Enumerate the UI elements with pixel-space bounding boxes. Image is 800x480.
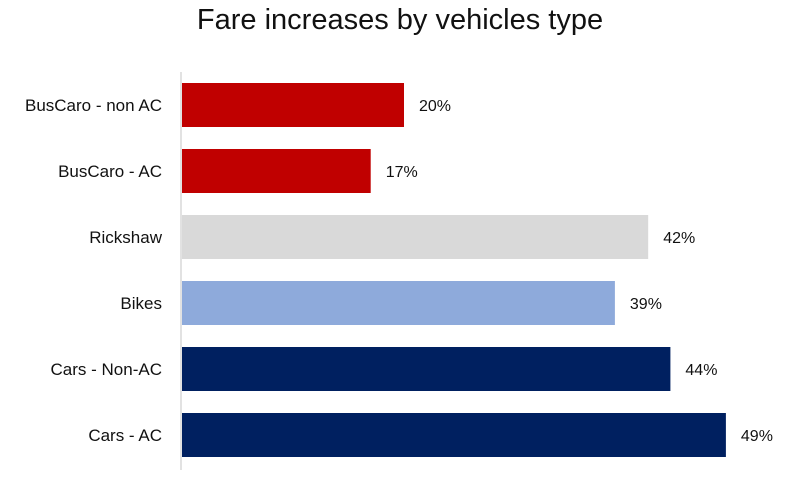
data-label: 17% xyxy=(386,164,418,181)
data-label: 44% xyxy=(685,362,717,379)
bar xyxy=(182,149,371,193)
value-labels: 20% 17% 42% 39% 44% 49% xyxy=(386,98,773,445)
data-label: 42% xyxy=(663,230,695,247)
category-label: Bikes xyxy=(120,294,162,313)
bar xyxy=(182,215,649,259)
bar xyxy=(182,83,404,127)
category-labels: BusCaro - non AC BusCaro - AC Rickshaw Bike… xyxy=(25,96,163,445)
data-label: 20% xyxy=(419,98,451,115)
category-label: BusCaro - AC xyxy=(58,162,162,181)
data-label: 39% xyxy=(630,296,662,313)
data-label: 49% xyxy=(741,428,773,445)
bar xyxy=(182,347,671,391)
bar xyxy=(182,413,726,457)
chart-title: Fare increases by vehicles type xyxy=(196,4,604,36)
category-label: BusCaro - non AC xyxy=(25,96,162,115)
category-label: Cars - AC xyxy=(88,426,162,445)
category-label: Rickshaw xyxy=(89,228,162,247)
category-label: Cars - Non-AC xyxy=(51,360,162,379)
bar xyxy=(182,281,615,325)
bars-group xyxy=(182,83,726,457)
